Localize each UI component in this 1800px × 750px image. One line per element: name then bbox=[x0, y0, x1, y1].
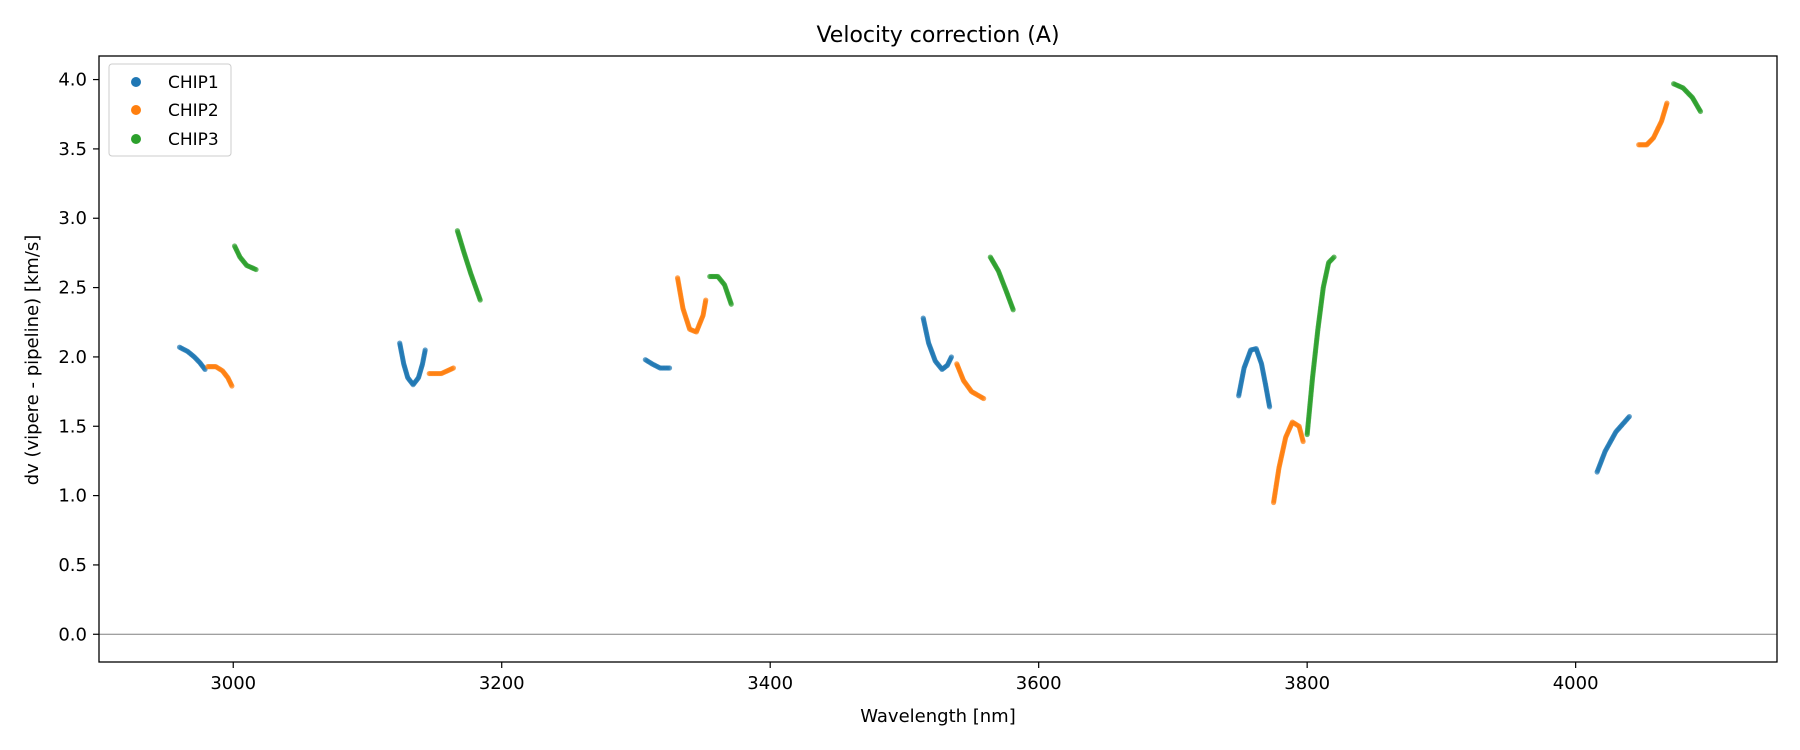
series-chip2-segment bbox=[674, 275, 709, 335]
y-axis: 0.0 0.5 1.0 1.5 2.0 2.5 3.0 3.5 4.0 bbox=[58, 70, 99, 645]
series-chip1-segment bbox=[1236, 346, 1273, 410]
data-point bbox=[422, 347, 428, 353]
data-point bbox=[1010, 307, 1016, 313]
series-chip3 bbox=[231, 81, 1704, 438]
x-tick-label: 3800 bbox=[1284, 673, 1330, 694]
data-point bbox=[981, 395, 987, 402]
x-axis-label: Wavelength [nm] bbox=[860, 706, 1016, 727]
y-tick-label: 0.5 bbox=[58, 555, 87, 576]
y-axis-label: dv (vipere - pipeline) [km/s] bbox=[22, 235, 43, 486]
x-tick-label: 4000 bbox=[1553, 673, 1599, 694]
series-chip1-segment bbox=[920, 315, 955, 372]
series-chip1-segment bbox=[397, 340, 428, 388]
y-tick-label: 2.5 bbox=[58, 278, 87, 299]
series-chip2-segment bbox=[1271, 419, 1306, 506]
series-chip1-segment bbox=[176, 344, 208, 372]
series-chip3-segment bbox=[454, 228, 483, 303]
series-chip1 bbox=[176, 315, 1632, 475]
data-point bbox=[253, 266, 259, 273]
y-tick-label: 4.0 bbox=[58, 70, 87, 91]
legend-marker-chip1 bbox=[131, 77, 141, 87]
legend-label-chip3: CHIP3 bbox=[168, 130, 219, 150]
series-chip3-segment bbox=[1304, 254, 1337, 438]
axes-frame bbox=[98, 55, 1778, 663]
y-tick-label: 2.0 bbox=[58, 347, 87, 368]
data-point bbox=[1697, 108, 1704, 115]
data-point bbox=[728, 301, 734, 307]
series-chip1-segment bbox=[642, 357, 673, 371]
series-chip3-segment bbox=[707, 273, 734, 307]
legend-marker-chip2 bbox=[131, 105, 141, 115]
x-tick-label: 3400 bbox=[747, 673, 793, 694]
x-axis: 3000 3200 3400 3600 3800 4000 bbox=[210, 662, 1599, 694]
series-chip2-segment bbox=[426, 365, 456, 377]
series-chip2-segment bbox=[1636, 100, 1670, 148]
chart-title: Velocity correction (A) bbox=[816, 23, 1059, 48]
legend-label-chip2: CHIP2 bbox=[168, 101, 219, 121]
series-chip3-segment bbox=[1671, 81, 1704, 115]
x-tick-label: 3000 bbox=[210, 673, 256, 694]
data-point bbox=[1626, 413, 1632, 420]
series-chip2-segment bbox=[954, 361, 987, 402]
data-point bbox=[666, 365, 673, 371]
y-tick-label: 0.0 bbox=[58, 624, 87, 645]
y-tick-label: 3.0 bbox=[58, 208, 87, 229]
legend-frame bbox=[108, 63, 232, 157]
data-point bbox=[1664, 100, 1670, 106]
x-tick-label: 3200 bbox=[479, 673, 525, 694]
y-tick-label: 1.0 bbox=[58, 486, 87, 507]
data-point bbox=[450, 365, 456, 371]
y-tick-label: 1.5 bbox=[58, 416, 87, 437]
data-point bbox=[1266, 404, 1273, 410]
series-chip3-segment bbox=[231, 243, 259, 273]
data-point bbox=[477, 297, 483, 303]
series-chip1-segment bbox=[1594, 413, 1632, 475]
legend-marker-chip3 bbox=[131, 134, 141, 144]
plot-area bbox=[98, 55, 1778, 663]
series-chip3-segment bbox=[987, 254, 1016, 313]
chart-legend: CHIP1 CHIP2 CHIP3 bbox=[108, 63, 232, 157]
data-point bbox=[703, 297, 709, 303]
data-point bbox=[948, 354, 955, 360]
data-point bbox=[1331, 254, 1337, 260]
series-chip2 bbox=[205, 100, 1670, 506]
x-tick-label: 3600 bbox=[1016, 673, 1062, 694]
legend-label-chip1: CHIP1 bbox=[168, 73, 219, 93]
series-chip2-segment bbox=[205, 364, 235, 389]
data-point bbox=[1300, 438, 1306, 445]
data-point bbox=[229, 383, 235, 389]
y-tick-label: 3.5 bbox=[58, 139, 87, 160]
